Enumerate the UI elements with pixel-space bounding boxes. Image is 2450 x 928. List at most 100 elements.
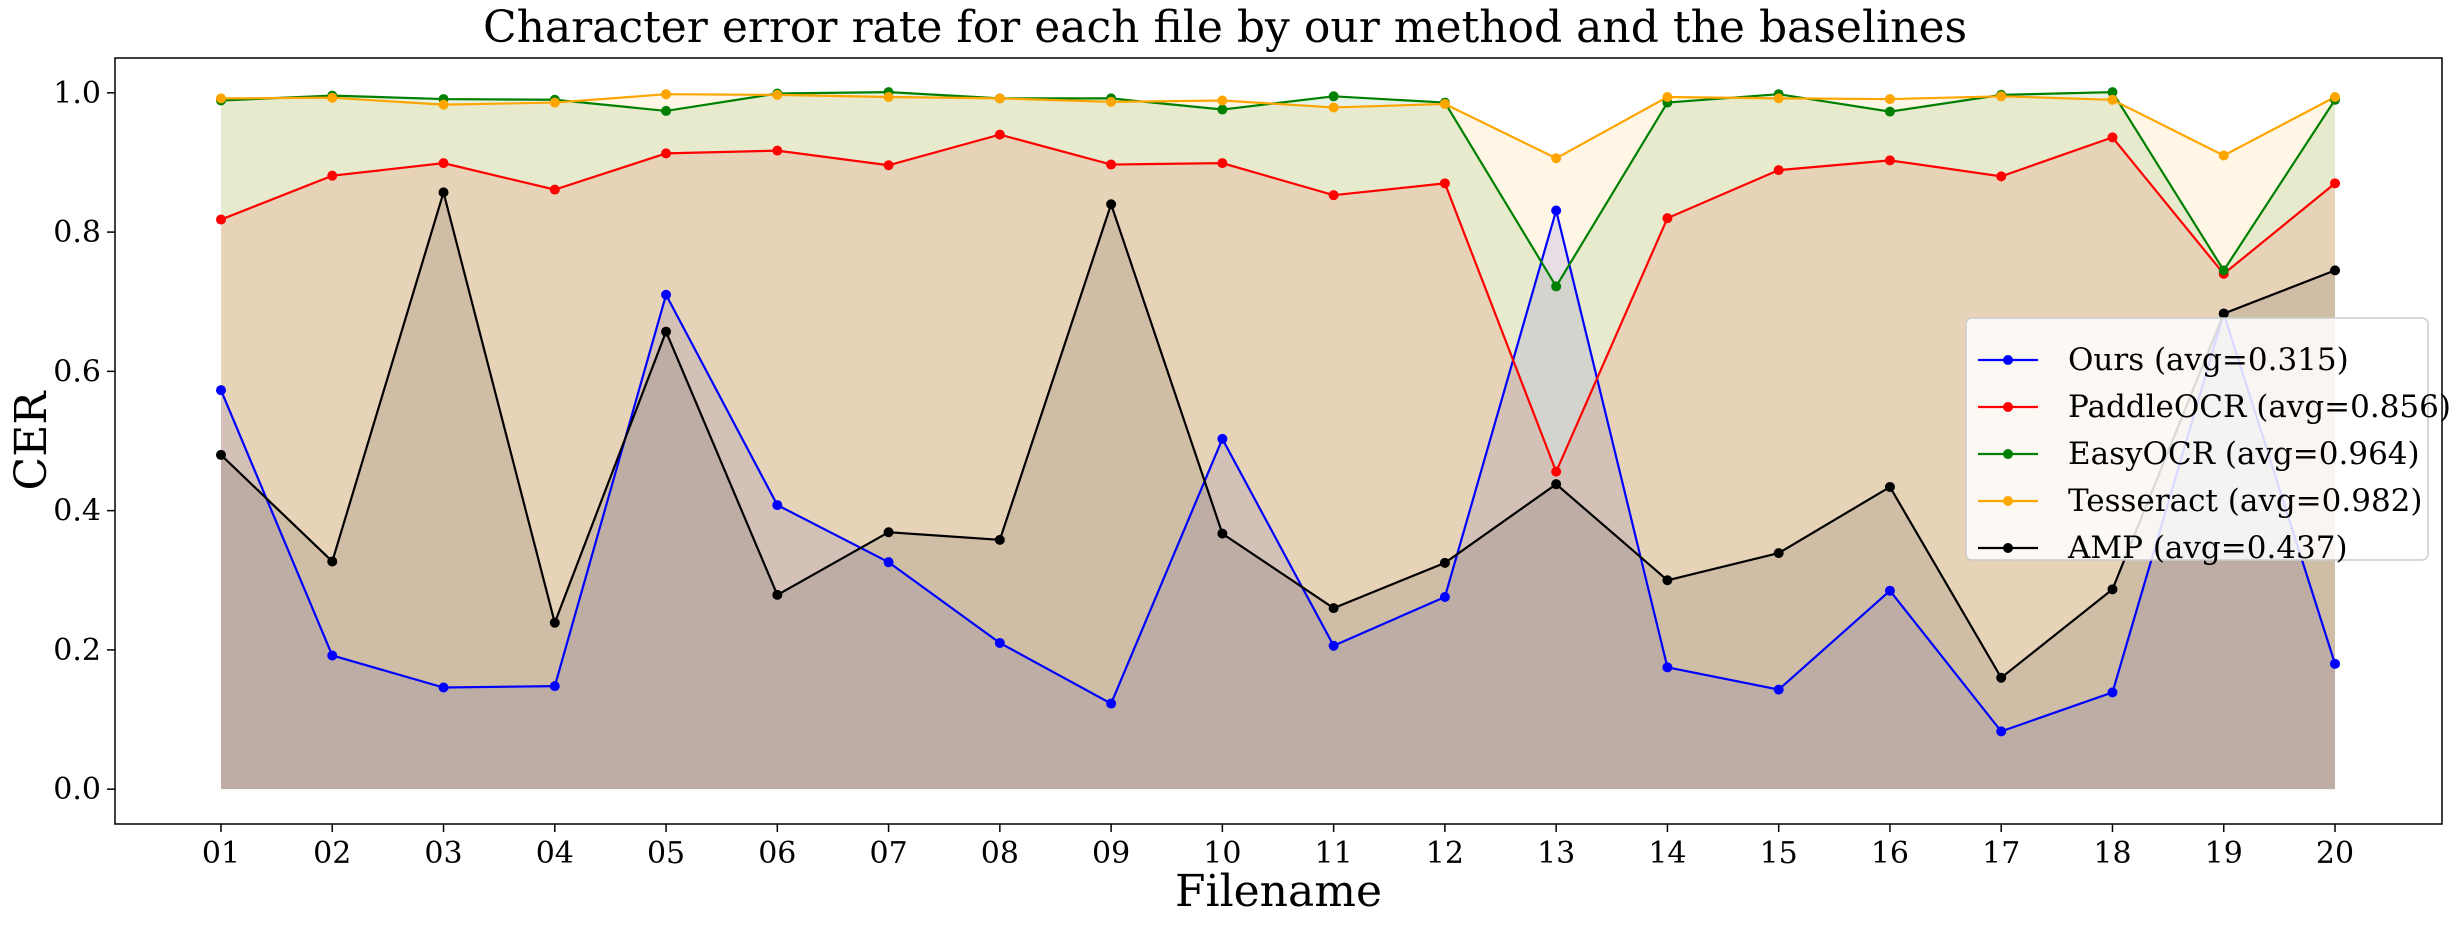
chart-title: Character error rate for each file by ou… [483, 2, 1967, 53]
series-4-point [1106, 96, 1117, 107]
x-tick-label: 12 [1426, 836, 1464, 871]
series-5-point [994, 534, 1005, 545]
y-tick-label: 1.0 [53, 76, 101, 111]
series-4-point [1551, 153, 1562, 164]
series-2-point [438, 158, 449, 169]
legend-marker-5 [2003, 543, 2013, 553]
series-5-point [1328, 603, 1339, 614]
series-5-area [221, 192, 2335, 790]
series-1-point [216, 385, 226, 396]
y-tick-label: 0.6 [53, 354, 101, 389]
series-2-point [216, 214, 226, 225]
legend-entry-5: AMP (avg=0.437) [2067, 530, 2348, 566]
series-4-point [438, 99, 449, 110]
series-1-line [219, 206, 2337, 733]
plot-frame [114, 57, 2443, 825]
legend-marker-1 [2003, 355, 2013, 365]
series-3-point [661, 105, 672, 116]
series-5-point [883, 527, 894, 538]
legend-entry-1: Ours (avg=0.315) [2068, 342, 2349, 378]
series-2-point [883, 160, 894, 171]
series-3-point [1328, 91, 1339, 102]
series-2-point [661, 148, 672, 159]
series-1-point [1773, 684, 1784, 695]
series-1-point [994, 637, 1005, 648]
series-5-line [220, 188, 2336, 680]
series-5-point [2107, 584, 2118, 595]
series-5-point [772, 589, 783, 600]
y-axis-label: CER [6, 390, 57, 491]
series-5-point [1996, 672, 2007, 683]
series-fill-areas [221, 92, 2335, 790]
y-tick-label: 0.8 [53, 215, 101, 250]
series-1-point [772, 500, 783, 511]
series-5-point [661, 326, 672, 337]
series-4-point [1884, 94, 1895, 105]
series-4-point [327, 92, 338, 103]
series-2-point [1996, 171, 2007, 182]
x-tick-label: 09 [1092, 836, 1130, 871]
x-tick-label: 11 [1315, 836, 1353, 871]
series-2-point [2330, 178, 2340, 189]
series-4-point [2330, 91, 2340, 102]
series-2-point [1551, 466, 1562, 477]
series-2-point [1773, 165, 1784, 176]
series-2-point [994, 129, 1005, 140]
legend-entry-4: Tesseract (avg=0.982) [2068, 483, 2423, 519]
series-2-area [221, 134, 2335, 790]
series-1-point [438, 682, 449, 693]
x-tick-label: 03 [424, 836, 462, 871]
series-3-point [1884, 106, 1895, 117]
series-5-point [1106, 199, 1117, 210]
series-4-point [661, 89, 672, 100]
x-tick-label: 15 [1760, 836, 1798, 871]
x-tick-label: 05 [647, 836, 685, 871]
series-1-point [1551, 205, 1562, 216]
x-axis-ticks: 01 02 03 04 05 06 07 08 09 10 11 12 13 14 15 16 17 18 19 20 [202, 824, 2354, 871]
y-axis-ticks: 0.0 0.2 0.4 0.6 0.8 1.0 [53, 76, 115, 807]
series-4-point [1773, 93, 1784, 104]
series-4-point [2107, 94, 2118, 105]
x-tick-label: 02 [313, 836, 351, 871]
series-2-point [772, 145, 783, 156]
series-5-point [1551, 479, 1562, 490]
series-5-point [1439, 557, 1450, 568]
series-1-point [1106, 698, 1117, 709]
series-4-point [994, 93, 1005, 104]
legend-marker-2 [2003, 402, 2013, 412]
x-tick-label: 04 [536, 836, 574, 871]
series-1-point [661, 289, 672, 300]
x-tick-label: 01 [202, 836, 240, 871]
series-3-area [221, 92, 2335, 790]
series-5-point [1884, 481, 1895, 492]
series-1-point [2107, 687, 2118, 698]
x-axis-label: Filename [1175, 866, 1382, 917]
series-5-point [438, 187, 449, 198]
series-1-point [327, 650, 338, 661]
legend: Ours (avg=0.315) PaddleOCR (avg=0.856) Eas… [1965, 317, 2450, 566]
series-4-point [772, 89, 783, 100]
series-2-point [1328, 190, 1339, 201]
series-1-point [1996, 726, 2007, 737]
series-2-point [1439, 178, 1450, 189]
series-1-point [883, 557, 894, 568]
series-4-area [221, 94, 2335, 790]
series-4-point [1662, 91, 1673, 102]
series-4-point [883, 91, 894, 102]
x-tick-label: 17 [1982, 836, 2020, 871]
series-1-point [2330, 658, 2340, 669]
series-4-point [549, 97, 560, 108]
series-4-point [1439, 98, 1450, 109]
series-2-point [1884, 155, 1895, 166]
series-2-point [1217, 158, 1228, 169]
series-5-point [1773, 548, 1784, 559]
legend-marker-3 [2003, 449, 2013, 459]
series-5-point [2218, 308, 2229, 319]
x-tick-label: 07 [869, 836, 907, 871]
series-4-point [1217, 95, 1228, 106]
series-5-point [327, 556, 338, 567]
series-5-point [2330, 265, 2340, 276]
y-tick-label: 0.0 [53, 772, 101, 807]
series-4-point [216, 93, 226, 104]
